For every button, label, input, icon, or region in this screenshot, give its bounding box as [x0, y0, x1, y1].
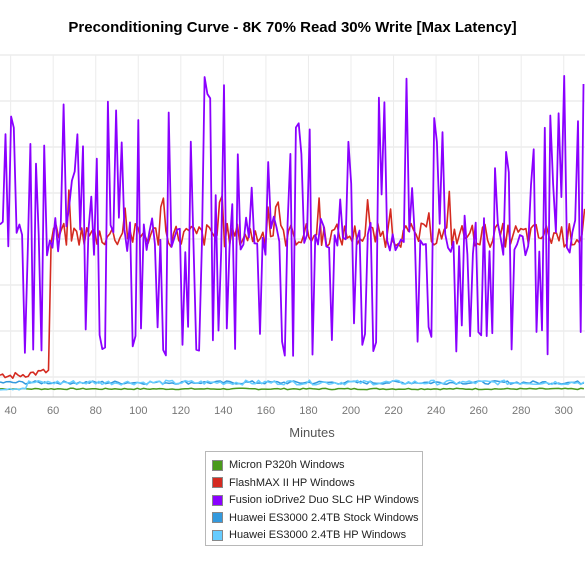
series-layer [0, 75, 585, 391]
x-tick-label: 40 [5, 405, 17, 417]
legend-label: FlashMAX II HP Windows [229, 476, 355, 489]
chart-legend: Micron P320h Windows FlashMAX II HP Windo… [205, 451, 423, 546]
legend-swatch [212, 529, 223, 541]
chart-title: Preconditioning Curve - 8K 70% Read 30% … [68, 19, 517, 36]
legend-item: Micron P320h Windows [212, 456, 345, 474]
legend-item: Fusion ioDrive2 Duo SLC HP Windows [212, 491, 419, 509]
x-tick-label: 200 [342, 405, 360, 417]
legend-label: Huawei ES3000 2.4TB Stock Windows [229, 511, 419, 524]
legend-label: Fusion ioDrive2 Duo SLC HP Windows [229, 494, 419, 506]
x-tick-label: 160 [257, 405, 275, 417]
x-tick-label: 260 [469, 405, 487, 417]
legend-label: Micron P320h Windows [229, 459, 345, 471]
x-tick-label: 280 [512, 405, 530, 417]
legend-item: FlashMAX II HP Windows [212, 474, 355, 492]
x-tick-label: 100 [129, 405, 147, 417]
series-micron-p320h [0, 387, 585, 391]
legend-item: Huawei ES3000 2.4TB Stock Windows [212, 509, 419, 527]
legend-item: Huawei ES3000 2.4TB HP Windows [212, 526, 406, 544]
x-tick-label: 300 [555, 405, 573, 417]
x-tick-label: 140 [214, 405, 232, 417]
legend-swatch [212, 459, 223, 471]
series-huawei-hp [0, 379, 585, 391]
legend-swatch [212, 512, 223, 523]
x-tick-label: 180 [299, 405, 317, 417]
x-axis: 40 60 80 100 120 140 160 180 200 220 240 260 280 300 [5, 405, 573, 417]
x-tick-label: 220 [384, 405, 402, 417]
x-tick-label: 60 [47, 405, 59, 417]
series-fusion-iodrive2 [0, 75, 585, 357]
x-tick-label: 240 [427, 405, 445, 417]
legend-label: Huawei ES3000 2.4TB HP Windows [229, 529, 407, 541]
x-tick-label: 80 [90, 405, 102, 417]
legend-swatch [212, 477, 223, 488]
legend-swatch [212, 494, 223, 506]
x-tick-label: 120 [172, 405, 190, 417]
x-axis-label: Minutes [289, 425, 335, 440]
